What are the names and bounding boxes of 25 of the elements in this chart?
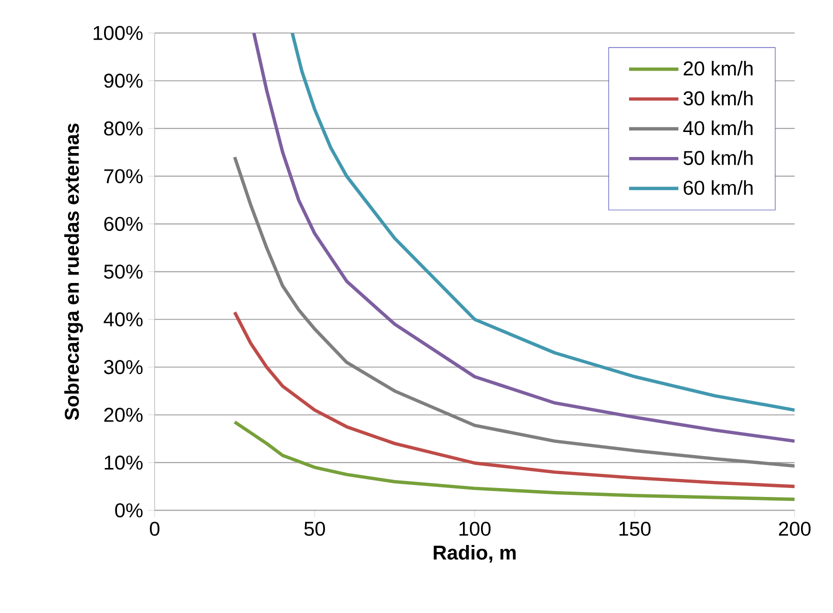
y-tick-label: 0% — [115, 503, 143, 518]
legend-label: 50 km/h — [684, 150, 753, 166]
legend-label: 60 km/h — [684, 180, 753, 195]
y-tick-label: 30% — [104, 360, 143, 374]
y-tick-label: 90% — [104, 74, 143, 88]
y-tick-label: 10% — [104, 456, 143, 470]
x-tick-label: 0 — [150, 522, 160, 536]
x-axis-title: Radio, m — [434, 545, 516, 563]
y-tick-label: 20% — [104, 408, 143, 422]
legend-label: 20 km/h — [684, 60, 753, 76]
y-tick-label: 50% — [104, 264, 143, 279]
y-tick-label: 100% — [94, 26, 143, 40]
x-tick-label: 100 — [460, 522, 491, 536]
line-series — [233, 310, 795, 488]
legend-label: 30 km/h — [683, 90, 753, 106]
y-tick-label: 60% — [104, 216, 143, 231]
x-tick-label: 50 — [304, 522, 325, 536]
line-series — [233, 420, 795, 502]
y-tick-label: 70% — [104, 169, 143, 184]
y-tick-label: 80% — [104, 121, 143, 136]
legend-label: 40 km/h — [683, 120, 753, 136]
y-tick-label: 40% — [104, 312, 143, 326]
y-axis-title: Sobrecarga en ruedas externas — [64, 124, 83, 420]
x-tick-label: 200 — [778, 522, 811, 536]
x-tick-label: 150 — [620, 522, 651, 536]
